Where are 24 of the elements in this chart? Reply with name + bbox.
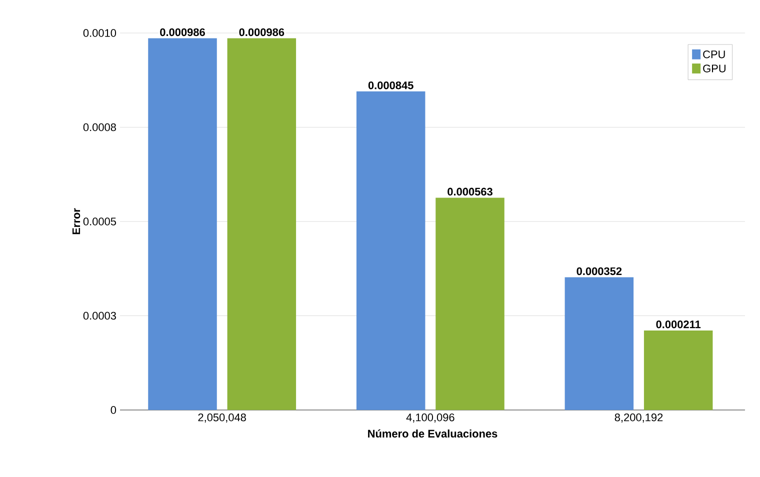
data-label: 0.000352 — [576, 267, 622, 276]
bar — [436, 198, 504, 410]
legend-label: GPU — [703, 64, 726, 72]
bar — [148, 38, 217, 410]
y-axis-title: Error — [72, 208, 80, 234]
y-tick-label: 0 — [110, 406, 116, 414]
data-label: 0.000563 — [448, 188, 492, 196]
data-label: 0.000845 — [368, 81, 414, 90]
y-tick-label: 0.0010 — [83, 29, 116, 37]
y-tick-label: 0.0003 — [83, 312, 116, 320]
data-label: 0.000211 — [656, 320, 701, 328]
x-tick-label: 2,050,048 — [198, 414, 246, 423]
bar — [356, 91, 426, 410]
x-tick-label: 8,200,192 — [614, 414, 663, 423]
data-label: 0.000986 — [160, 28, 205, 36]
data-label: 0.000986 — [239, 28, 284, 36]
bar — [564, 277, 634, 410]
x-tick-label: 4,100,096 — [406, 414, 454, 423]
legend-label: CPU — [703, 50, 725, 58]
bar — [227, 38, 296, 410]
y-tick-label: 0.0005 — [83, 218, 116, 226]
x-axis-title: Número de Evaluaciones — [368, 429, 498, 438]
bar — [644, 330, 713, 410]
y-tick-label: 0.0008 — [83, 123, 116, 132]
